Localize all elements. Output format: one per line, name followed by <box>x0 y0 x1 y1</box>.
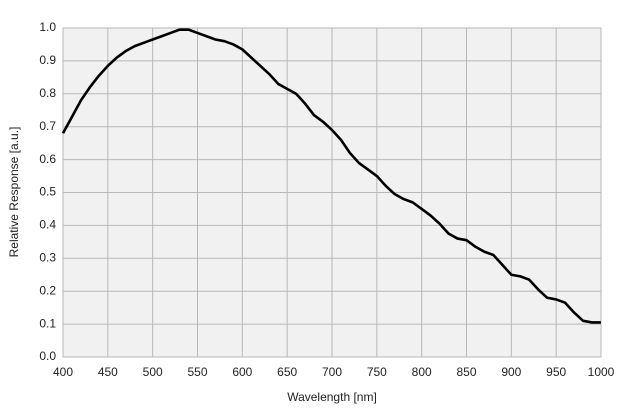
y-tick-label: 0.4 <box>39 218 56 232</box>
y-tick-label: 0.5 <box>39 185 56 199</box>
x-tick-label: 800 <box>412 365 432 379</box>
x-tick-label: 550 <box>187 365 207 379</box>
x-axis-label: Wavelength [nm] <box>287 390 377 404</box>
y-axis-label: Relative Response [a.u.] <box>7 127 21 258</box>
y-tick-label: 1.0 <box>39 20 56 34</box>
x-tick-label: 450 <box>98 365 118 379</box>
y-tick-label: 0.9 <box>39 53 56 67</box>
x-tick-label: 850 <box>456 365 476 379</box>
x-tick-label: 600 <box>232 365 252 379</box>
x-tick-label: 500 <box>143 365 163 379</box>
x-tick-label: 950 <box>546 365 566 379</box>
y-tick-label: 0.1 <box>39 316 56 330</box>
x-tick-label: 700 <box>322 365 342 379</box>
y-tick-label: 0.8 <box>39 86 56 100</box>
y-tick-label: 0.2 <box>39 283 56 297</box>
y-tick-label: 0.7 <box>39 119 56 133</box>
x-tick-label: 400 <box>53 365 73 379</box>
x-tick-label: 900 <box>501 365 521 379</box>
data-line <box>61 28 601 324</box>
y-tick-label: 0.6 <box>39 152 56 166</box>
x-tick-label: 650 <box>277 365 297 379</box>
x-tick-label: 1000 <box>588 365 615 379</box>
y-tick-label: 0.3 <box>39 250 56 264</box>
y-tick-label: 0.0 <box>39 349 56 363</box>
x-tick-label: 750 <box>367 365 387 379</box>
